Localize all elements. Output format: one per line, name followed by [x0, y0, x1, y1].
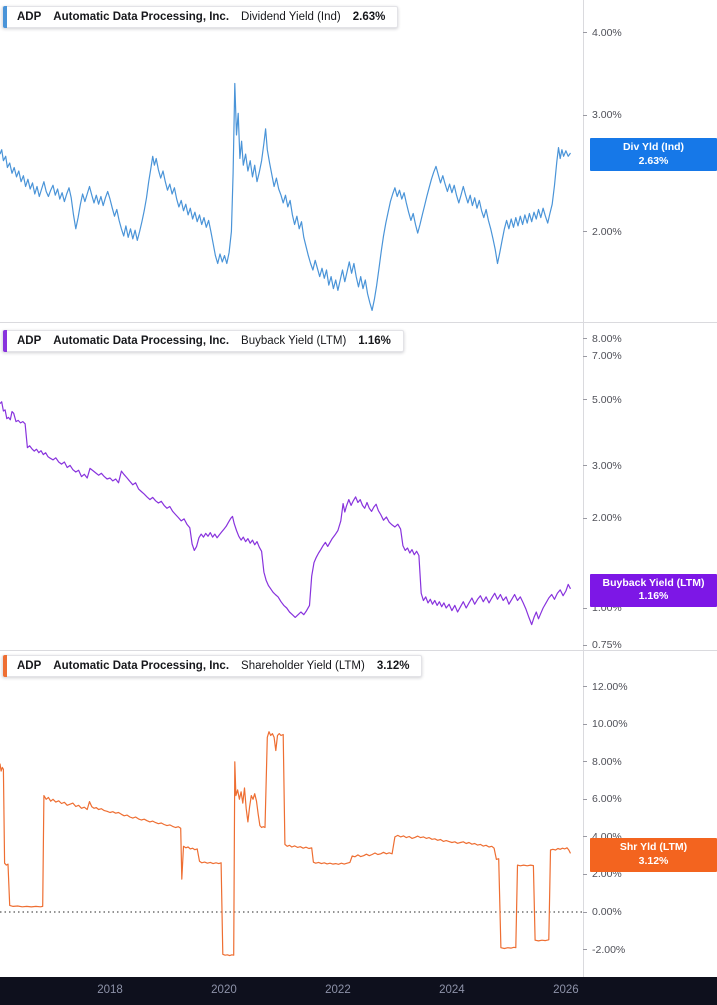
price-label-value: 3.12% [638, 855, 669, 868]
metric-value: 2.63% [352, 11, 386, 23]
ticker-label: ADP [17, 660, 42, 672]
y-axis-tick-label: 3.00% [583, 109, 622, 121]
x-axis-band: 2018 2020 2022 2024 2026 [0, 977, 717, 1005]
x-axis-year-label: 2026 [553, 984, 579, 996]
y-axis-tick-label: 0.00% [583, 906, 622, 918]
price-label-value: 1.16% [638, 590, 669, 603]
shareholder-yield-legend[interactable]: ADP Automatic Data Processing, Inc. Shar… [2, 655, 423, 677]
y-axis-tick-label: 5.00% [583, 394, 622, 406]
y-axis-tick-label: 8.00% [583, 333, 622, 345]
x-axis-year-label: 2020 [211, 984, 237, 996]
metric-value: 1.16% [358, 335, 391, 347]
ticker-label: ADP [17, 11, 42, 23]
buyback-yield-line [0, 401, 572, 626]
dividend-yield-line [0, 82, 571, 311]
panel-separator [0, 650, 717, 651]
shareholder-yield-axis-price-label: Shr Yld (LTM) 3.12% [590, 838, 717, 872]
metric-name: Buyback Yield (LTM) [241, 335, 347, 347]
buyback-yield-panel[interactable] [0, 322, 583, 650]
metric-name: Shareholder Yield (LTM) [241, 660, 365, 672]
y-axis-tick-label: 2.00% [583, 512, 622, 524]
shareholder-yield-chart [0, 731, 583, 957]
metric-value: 3.12% [376, 660, 410, 672]
x-axis-year-label: 2024 [439, 984, 465, 996]
ticker-label: ADP [17, 335, 42, 347]
dividend-yield-chart [0, 82, 571, 311]
y-axis-tick-label: 10.00% [583, 718, 628, 730]
y-axis-tick-label: -2.00% [583, 944, 625, 956]
buyback-yield-chart [0, 401, 572, 626]
price-label-title: Shr Yld (LTM) [619, 841, 688, 854]
company-name: Automatic Data Processing, Inc. [53, 335, 230, 347]
shareholder-yield-line [0, 731, 572, 957]
price-label-title: Div Yld (Ind) [622, 140, 685, 153]
price-label-value: 2.63% [638, 154, 669, 167]
legend-color-bar [3, 6, 7, 28]
y-axis-tick-label: 7.00% [583, 350, 622, 362]
y-axis-tick-label: 4.00% [583, 27, 622, 39]
company-name: Automatic Data Processing, Inc. [53, 660, 230, 672]
y-axis-tick-label: 8.00% [583, 756, 622, 768]
dividend-yield-panel[interactable] [0, 0, 583, 322]
x-axis-year-label: 2022 [325, 984, 351, 996]
company-name: Automatic Data Processing, Inc. [53, 11, 230, 23]
price-label-title: Buyback Yield (LTM) [602, 576, 705, 589]
metric-name: Dividend Yield (Ind) [241, 11, 341, 23]
legend-color-bar [3, 330, 7, 352]
y-axis-tick-label: 2.00% [583, 226, 622, 238]
dividend-yield-axis-price-label: Div Yld (Ind) 2.63% [590, 137, 717, 172]
x-axis-year-label: 2018 [97, 984, 123, 996]
y-axis-line [583, 0, 584, 977]
panel-separator [0, 322, 717, 323]
buyback-yield-legend[interactable]: ADP Automatic Data Processing, Inc. Buyb… [2, 330, 404, 352]
dividend-yield-legend[interactable]: ADP Automatic Data Processing, Inc. Divi… [2, 6, 399, 28]
y-axis-tick-label: 3.00% [583, 460, 622, 472]
y-axis-tick-label: 12.00% [583, 681, 628, 693]
buyback-yield-axis-price-label: Buyback Yield (LTM) 1.16% [590, 573, 717, 608]
y-axis-tick-label: 6.00% [583, 793, 622, 805]
legend-color-bar [3, 655, 7, 677]
shareholder-yield-panel[interactable] [0, 650, 583, 977]
